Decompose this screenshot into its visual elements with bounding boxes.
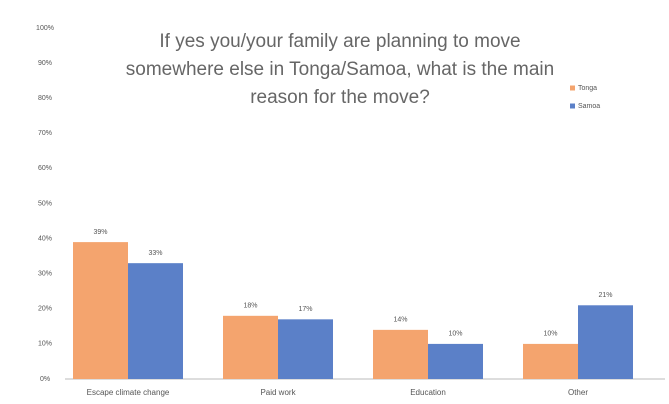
value-label: 18% (243, 303, 257, 310)
bar (373, 329, 428, 379)
bar (278, 319, 333, 379)
legend-label: Tonga (578, 85, 597, 92)
y-tick-label: 40% (38, 235, 52, 242)
y-tick-label: 70% (38, 130, 52, 137)
value-label: 33% (148, 250, 162, 257)
chart-title: If yes you/your family are planning to m… (125, 31, 555, 108)
y-tick-label: 50% (38, 200, 52, 207)
y-tick-label: 80% (38, 95, 52, 102)
y-tick-label: 20% (38, 306, 52, 313)
y-tick-label: 90% (38, 60, 52, 67)
y-tick-label: 0% (40, 376, 50, 383)
y-tick-label: 30% (38, 271, 52, 278)
legend-swatch (570, 103, 575, 109)
bar (578, 305, 633, 379)
bar (523, 343, 578, 379)
bar (428, 343, 483, 379)
y-tick-label: 10% (38, 341, 52, 348)
x-tick-label: Other (568, 388, 588, 397)
bar (223, 315, 278, 379)
value-label: 39% (93, 229, 107, 236)
x-tick-label: Escape climate change (87, 388, 170, 397)
x-tick-label: Education (410, 388, 446, 397)
value-label: 10% (543, 331, 557, 338)
x-tick-label: Paid work (260, 388, 296, 397)
y-tick-label: 60% (38, 165, 52, 172)
value-label: 21% (598, 292, 612, 299)
bar (73, 242, 128, 379)
legend-label: Samoa (578, 103, 600, 110)
value-label: 17% (298, 306, 312, 313)
bar (128, 263, 183, 379)
value-label: 10% (448, 331, 462, 338)
value-label: 14% (393, 317, 407, 324)
legend-swatch (570, 85, 575, 91)
y-tick-label: 100% (36, 25, 54, 32)
